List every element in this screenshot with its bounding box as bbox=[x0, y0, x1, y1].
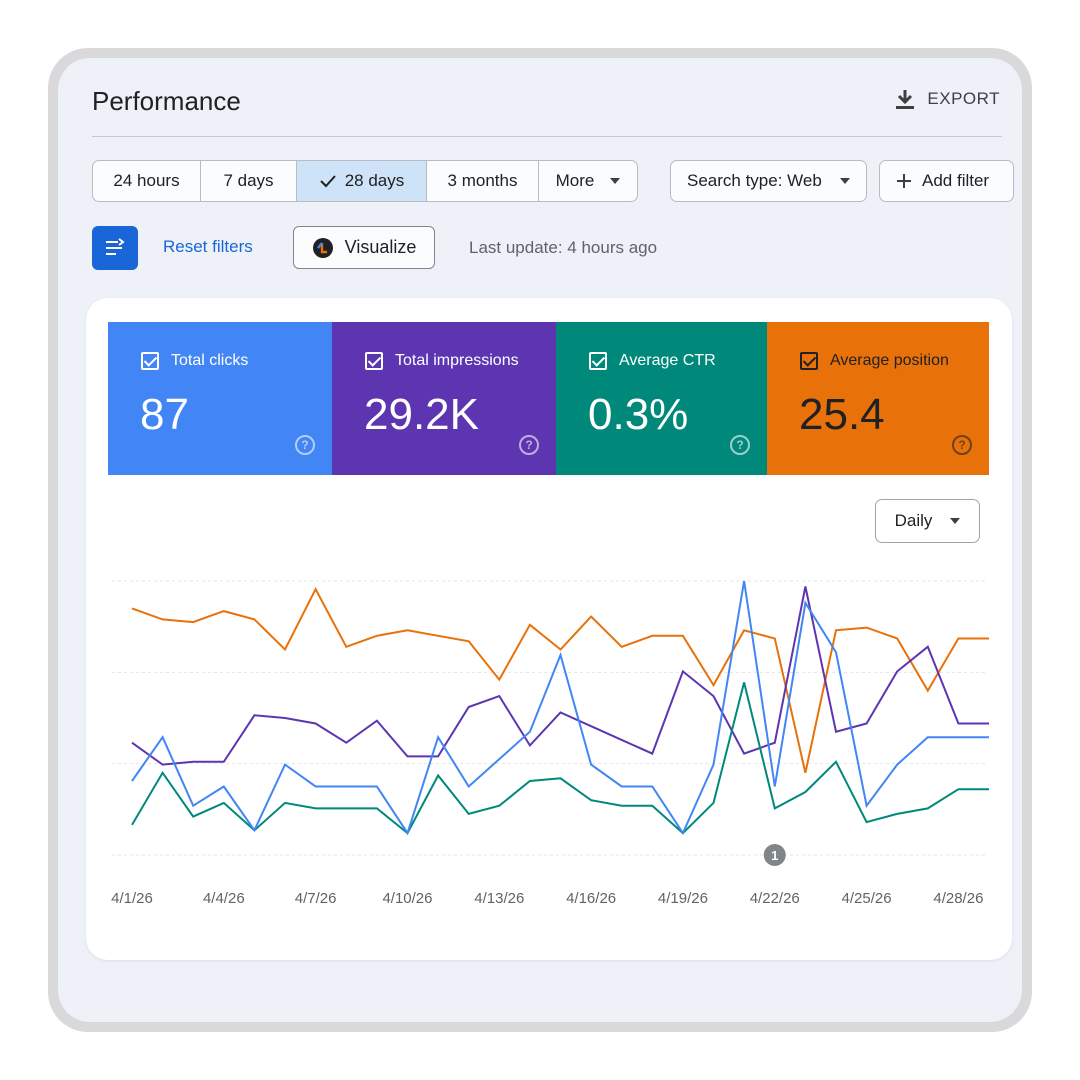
metric-tiles: Total clicks 87 ? Total impressions 29.2… bbox=[108, 322, 989, 475]
x-tick-label: 4/13/26 bbox=[474, 890, 524, 907]
export-label: EXPORT bbox=[927, 89, 1000, 108]
range-label: 28 days bbox=[344, 171, 405, 190]
metric-value: 25.4 bbox=[799, 390, 885, 439]
performance-panel: Performance EXPORT 24 hours 7 days 28 da… bbox=[58, 58, 1022, 1022]
granularity-dropdown[interactable]: Daily bbox=[875, 499, 980, 543]
visualize-icon bbox=[312, 237, 333, 258]
metric-label: Total clicks bbox=[171, 352, 249, 369]
filter-icon bbox=[106, 238, 125, 255]
range-7-days[interactable]: 7 days bbox=[201, 161, 297, 201]
x-tick-label: 4/1/26 bbox=[111, 890, 153, 907]
range-3-months[interactable]: 3 months bbox=[427, 161, 539, 201]
metric-average-ctr[interactable]: Average CTR 0.3% ? bbox=[556, 322, 767, 475]
header-divider bbox=[92, 136, 1002, 137]
range-label: 7 days bbox=[223, 171, 274, 190]
metric-value: 87 bbox=[140, 390, 189, 439]
download-icon bbox=[896, 90, 915, 109]
x-tick-label: 4/22/26 bbox=[750, 890, 800, 907]
metric-total-impressions[interactable]: Total impressions 29.2K ? bbox=[332, 322, 556, 475]
x-tick-label: 4/7/26 bbox=[295, 890, 337, 907]
series-line-total-clicks bbox=[131, 580, 989, 836]
x-tick-label: 4/19/26 bbox=[658, 890, 708, 907]
metric-total-clicks[interactable]: Total clicks 87 ? bbox=[108, 322, 332, 475]
window-frame: Performance EXPORT 24 hours 7 days 28 da… bbox=[48, 48, 1032, 1032]
filter-settings-button[interactable] bbox=[92, 226, 138, 270]
metric-label: Average position bbox=[830, 352, 949, 369]
metric-label: Average CTR bbox=[619, 352, 716, 369]
performance-line-chart: 1 4/1/26 4/4/26 4/7/26 4/10/26 4/13/26 4/16/26… bbox=[111, 580, 989, 907]
range-28-days[interactable]: 28 days bbox=[297, 161, 427, 201]
visualize-label: Visualize bbox=[344, 237, 417, 257]
metric-average-position[interactable]: Average position 25.4 ? bbox=[767, 322, 989, 475]
reset-filters-link[interactable]: Reset filters bbox=[163, 237, 253, 256]
range-more-dropdown[interactable]: More bbox=[539, 161, 637, 201]
annotation-marker[interactable] bbox=[763, 844, 786, 866]
metric-value: 0.3% bbox=[588, 390, 689, 439]
performance-card: Total clicks 87 ? Total impressions 29.2… bbox=[86, 298, 1012, 960]
add-filter-label: Add filter bbox=[922, 171, 990, 190]
checkbox-icon[interactable] bbox=[589, 352, 607, 370]
chevron-down-icon bbox=[839, 178, 850, 184]
x-tick-label: 4/4/26 bbox=[203, 890, 245, 907]
page-title: Performance bbox=[92, 86, 241, 116]
checkbox-icon[interactable] bbox=[365, 352, 383, 370]
series-line-average-position bbox=[131, 587, 989, 774]
help-icon[interactable]: ? bbox=[295, 435, 315, 455]
search-type-label: Search type: Web bbox=[687, 171, 822, 190]
add-filter-button[interactable]: Add filter bbox=[879, 160, 1014, 202]
range-label: 24 hours bbox=[113, 171, 180, 190]
visualize-button[interactable]: Visualize bbox=[293, 226, 435, 269]
check-icon bbox=[320, 175, 336, 188]
checkbox-icon[interactable] bbox=[141, 352, 159, 370]
date-range-selector: 24 hours 7 days 28 days 3 months More bbox=[92, 160, 638, 202]
series-line-average-ctr bbox=[131, 682, 989, 835]
export-button[interactable]: EXPORT bbox=[895, 88, 1000, 110]
help-icon[interactable]: ? bbox=[952, 435, 972, 455]
range-24-hours[interactable]: 24 hours bbox=[93, 161, 201, 201]
range-label: More bbox=[555, 171, 595, 190]
help-icon[interactable]: ? bbox=[519, 435, 539, 455]
x-tick-label: 4/16/26 bbox=[566, 890, 616, 907]
range-label: 3 months bbox=[447, 171, 518, 190]
chevron-down-icon bbox=[610, 178, 621, 184]
metric-value: 29.2K bbox=[364, 390, 479, 439]
chevron-down-icon bbox=[950, 518, 961, 524]
x-tick-label: 4/28/26 bbox=[933, 890, 983, 907]
granularity-label: Daily bbox=[894, 511, 933, 530]
x-tick-label: 4/25/26 bbox=[842, 890, 892, 907]
last-update-text: Last update: 4 hours ago bbox=[469, 238, 658, 257]
series-line-total-impressions bbox=[131, 586, 989, 766]
annotation-marker-label: 1 bbox=[771, 848, 778, 863]
x-tick-label: 4/10/26 bbox=[382, 890, 432, 907]
checkbox-icon[interactable] bbox=[800, 352, 818, 370]
help-icon[interactable]: ? bbox=[730, 435, 750, 455]
plus-icon bbox=[897, 174, 911, 188]
search-type-dropdown[interactable]: Search type: Web bbox=[670, 160, 867, 202]
metric-label: Total impressions bbox=[395, 352, 519, 369]
